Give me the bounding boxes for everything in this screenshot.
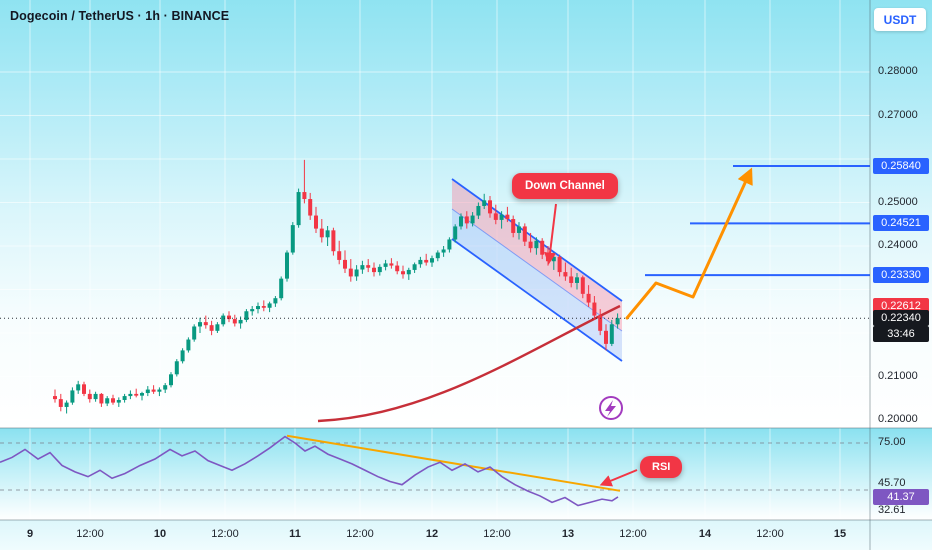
callout-arrow xyxy=(599,469,638,487)
time-tick: 10 xyxy=(153,528,167,540)
time-tick: 14 xyxy=(698,528,712,540)
time-tick: 13 xyxy=(561,528,575,540)
callout-arrow xyxy=(544,203,557,265)
price-level-badge: 0.23330 xyxy=(873,267,929,284)
symbol-title[interactable]: Dogecoin / TetherUS · 1h · BINANCE xyxy=(10,9,230,23)
price-axis[interactable]: 0.28000 0.27000 0.25000 0.24000 0.21000 0.200… xyxy=(870,0,932,550)
down-channel-callout[interactable]: Down Channel xyxy=(512,173,618,199)
time-tick: 9 xyxy=(26,528,34,540)
last-price-badge: 0.22340 xyxy=(873,310,929,327)
time-tick: 12:00 xyxy=(76,528,104,540)
rsi-value-badge: 41.37 xyxy=(873,488,929,505)
time-tick: 15 xyxy=(833,528,847,540)
currency-button[interactable]: USDT xyxy=(874,8,926,31)
rsi-line xyxy=(0,435,619,507)
time-axis[interactable]: 9 12:00 10 12:00 11 12:00 12 12:00 13 12:00 14 12:0… xyxy=(0,520,870,550)
rsi-callout[interactable]: RSI xyxy=(640,456,683,478)
time-tick: 12:00 xyxy=(619,528,647,540)
price-tick: 0.21000 xyxy=(878,369,918,382)
trend-curve[interactable] xyxy=(317,304,621,423)
time-tick: 12:00 xyxy=(483,528,511,540)
price-tick: 0.27000 xyxy=(878,108,918,121)
time-tick: 12:00 xyxy=(211,528,239,540)
price-tick: 0.28000 xyxy=(878,65,918,77)
time-tick: 12:00 xyxy=(346,528,374,540)
projection-arrow[interactable] xyxy=(625,167,753,320)
target-lines[interactable] xyxy=(645,164,870,277)
gridlines xyxy=(0,0,870,520)
time-tick: 12 xyxy=(425,528,439,540)
price-tick: 0.25000 xyxy=(878,195,918,208)
time-tick: 12:00 xyxy=(756,528,784,540)
price-tick: 0.20000 xyxy=(878,413,918,425)
lightning-icon[interactable] xyxy=(599,396,623,420)
rsi-tick: 45.70 xyxy=(878,476,906,489)
rsi-tick: 32.61 xyxy=(878,503,906,516)
main-chart-pane xyxy=(0,0,932,428)
time-axis-strip xyxy=(0,520,932,550)
price-tick: 0.24000 xyxy=(878,239,918,251)
time-tick: 11 xyxy=(289,528,301,540)
price-level-badge: 0.24521 xyxy=(873,215,929,232)
rsi-trendline[interactable] xyxy=(286,434,621,492)
countdown-badge: 33:46 xyxy=(873,326,929,343)
rsi-tick: 75.00 xyxy=(878,436,906,448)
candles xyxy=(53,159,620,414)
price-level-badge: 0.25840 xyxy=(873,157,929,174)
